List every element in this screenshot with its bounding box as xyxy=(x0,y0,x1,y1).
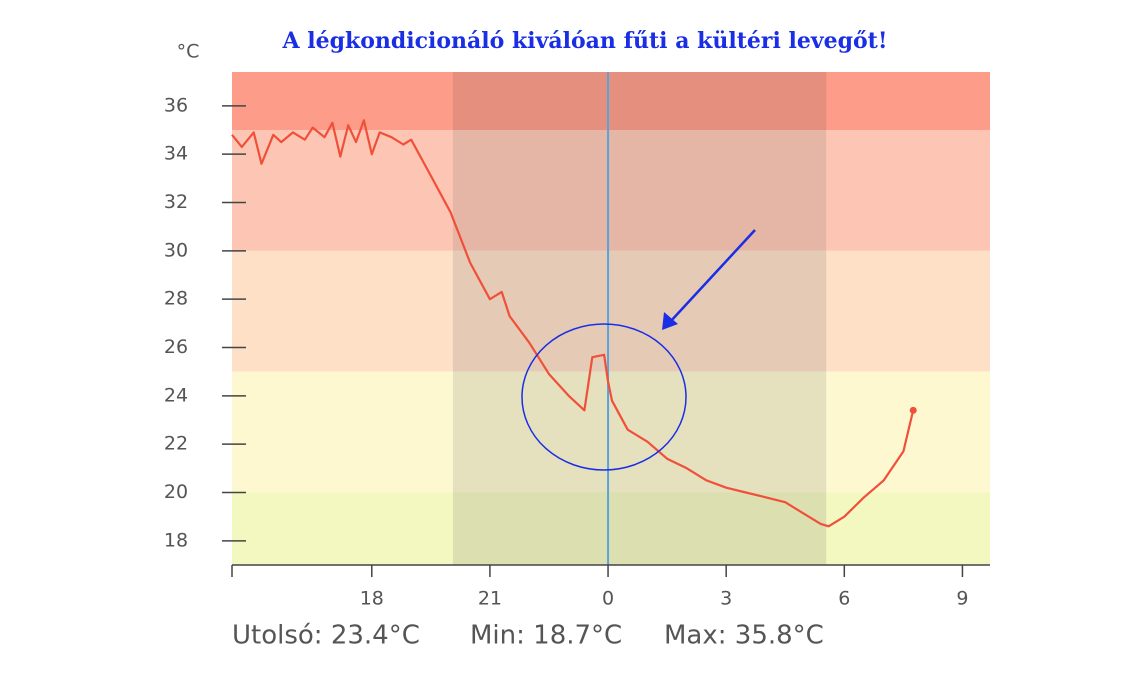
y-tick-label: 30 xyxy=(164,239,188,261)
band xyxy=(232,72,990,130)
chart-title: A légkondicionáló kiválóan fűti a kültér… xyxy=(282,28,888,54)
annotation-circle xyxy=(521,323,687,471)
night-shade xyxy=(452,72,827,565)
band xyxy=(232,492,990,565)
last-point xyxy=(909,406,917,414)
y-tick-label: 36 xyxy=(164,94,188,116)
x-tick-label: 6 xyxy=(838,588,850,610)
y-tick-label: 26 xyxy=(164,336,188,358)
x-tick-label: 3 xyxy=(720,588,732,610)
y-tick-label: 28 xyxy=(164,288,188,310)
y-tick-label: 24 xyxy=(164,384,188,406)
y-tick-label: 22 xyxy=(164,433,188,455)
y-tick-label: 20 xyxy=(164,481,188,503)
x-tick-label: 18 xyxy=(360,588,384,610)
y-tick-label: 34 xyxy=(164,143,188,165)
band xyxy=(232,130,990,251)
annotation-arrowhead xyxy=(662,312,678,330)
stat: Max: 35.8°C xyxy=(664,621,824,651)
data-line xyxy=(231,119,915,528)
stat: Utolsó: 23.4°C xyxy=(232,621,420,651)
plot-background xyxy=(232,72,990,565)
band xyxy=(232,250,990,372)
x-tick-label: 9 xyxy=(956,588,968,610)
stat: Min: 18.7°C xyxy=(470,621,622,651)
x-tick-label: 21 xyxy=(478,588,502,610)
y-tick-label: 32 xyxy=(164,191,188,213)
annotation-arrow xyxy=(669,229,756,323)
y-tick-label: 18 xyxy=(164,529,188,551)
y-unit: °C xyxy=(177,41,200,63)
x-tick-label: 0 xyxy=(602,588,614,610)
